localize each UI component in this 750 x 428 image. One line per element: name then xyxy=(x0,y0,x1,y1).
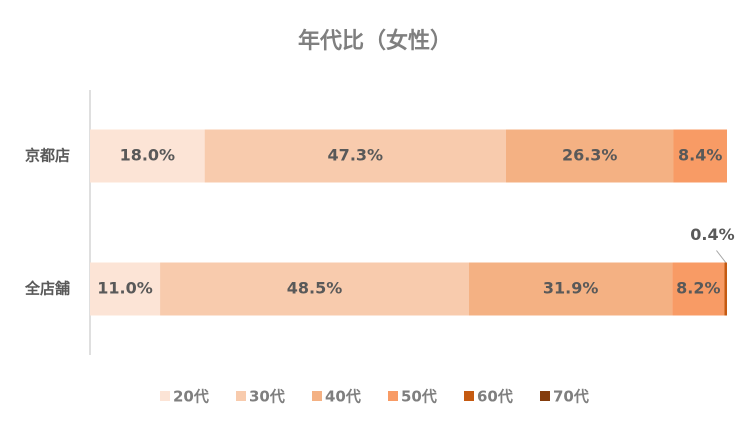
legend-swatch xyxy=(464,391,474,401)
legend-label: 70代 xyxy=(553,388,589,406)
legend-swatch xyxy=(160,391,170,401)
leader-line xyxy=(716,250,727,263)
data-label: 48.5% xyxy=(287,279,343,298)
data-label: 31.9% xyxy=(543,279,599,298)
legend-label: 20代 xyxy=(173,388,209,406)
bar-segment xyxy=(90,262,161,316)
data-label: 11.0% xyxy=(97,279,153,298)
data-label: 8.2% xyxy=(676,279,720,298)
data-label: 8.4% xyxy=(678,146,722,165)
category-label: 全店舗 xyxy=(24,280,70,298)
legend-label: 50代 xyxy=(401,388,437,406)
data-label: 26.3% xyxy=(562,146,618,165)
legend-label: 60代 xyxy=(477,388,513,406)
legend-swatch xyxy=(236,391,246,401)
legend-label: 30代 xyxy=(249,388,285,406)
bar-segment xyxy=(505,129,674,183)
bar-segment xyxy=(469,262,673,316)
legend-swatch xyxy=(540,391,550,401)
bar-segment xyxy=(160,262,470,316)
legend-label: 40代 xyxy=(325,388,361,406)
bar-segment xyxy=(672,262,725,316)
legend-swatch xyxy=(388,391,398,401)
chart-title: 年代比（女性） xyxy=(298,28,452,54)
bar-segment xyxy=(724,262,727,316)
data-label: 47.3% xyxy=(328,146,384,165)
data-label: 0.4% xyxy=(690,225,734,244)
bar-segment xyxy=(204,129,506,183)
data-label: 18.0% xyxy=(120,146,176,165)
bar-segment xyxy=(90,129,205,183)
category-label: 京都店 xyxy=(25,147,70,165)
legend-swatch xyxy=(312,391,322,401)
bar-segment xyxy=(673,129,727,183)
